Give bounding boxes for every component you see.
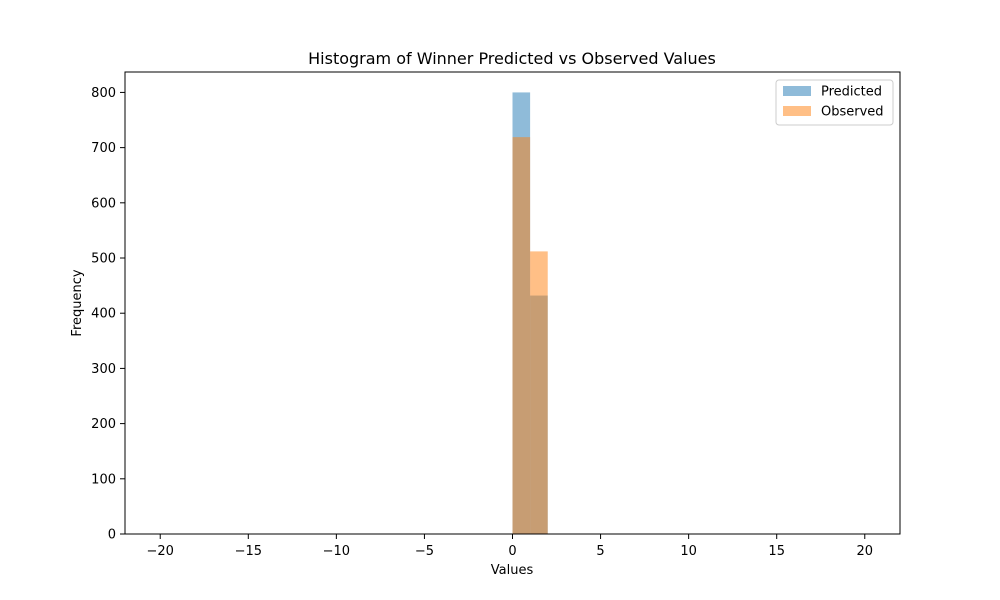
legend: Predicted Observed	[775, 79, 894, 126]
y-tick-label: 800	[91, 86, 116, 101]
x-tick-label: 5	[596, 544, 604, 559]
plot-frame	[124, 71, 901, 535]
y-tick-label: 700	[91, 141, 116, 156]
x-tick-label: 20	[856, 544, 873, 559]
x-tick-label: −10	[323, 544, 350, 559]
x-tick-label: 15	[768, 544, 785, 559]
y-tick-label: 0	[108, 528, 116, 543]
bar-observed-bin-0	[512, 137, 531, 534]
y-axis-label: Frequency	[70, 269, 85, 336]
y-tick-label: 100	[91, 472, 116, 487]
x-tick-label: −15	[235, 544, 262, 559]
y-tick-label: 600	[91, 196, 116, 211]
x-tick-label: 10	[680, 544, 697, 559]
y-axis-ticks: 0 100 200 300 400 500 600 700 800	[91, 86, 125, 543]
x-tick-label: 0	[508, 544, 516, 559]
x-axis-ticks: −20 −15 −10 −5 0 5 10 15 20	[147, 534, 873, 559]
chart-title: Histogram of Winner Predicted vs Observe…	[308, 49, 716, 68]
x-tick-label: −20	[147, 544, 174, 559]
y-tick-label: 200	[91, 417, 116, 432]
y-tick-label: 300	[91, 362, 116, 377]
legend-swatch-predicted	[783, 86, 811, 96]
y-tick-label: 500	[91, 252, 116, 267]
y-tick-label: 400	[91, 307, 116, 322]
bars-layer	[512, 92, 548, 534]
x-axis-label: Values	[491, 563, 534, 578]
x-tick-label: −5	[415, 544, 434, 559]
bar-observed-bin-1	[530, 251, 548, 534]
legend-label-observed: Observed	[821, 105, 884, 120]
legend-label-predicted: Predicted	[821, 85, 882, 100]
legend-swatch-observed	[783, 106, 811, 116]
